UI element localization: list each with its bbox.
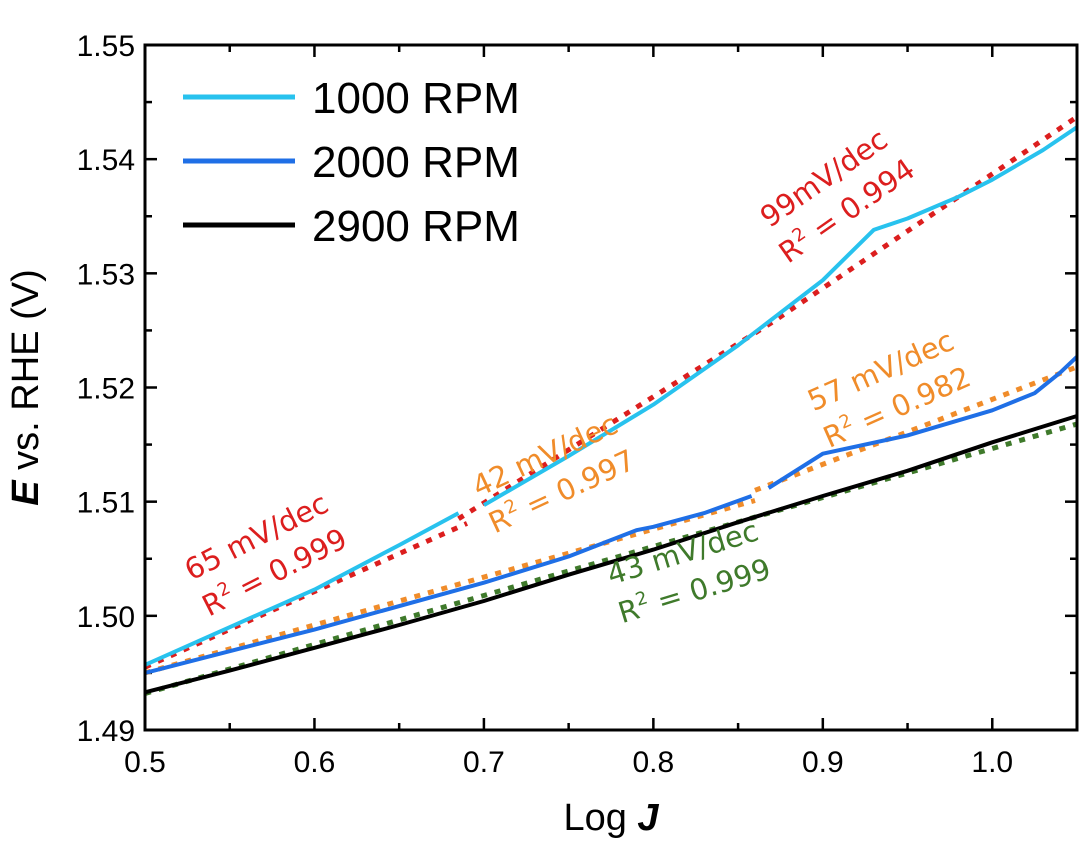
series-1000-rpm-line — [482, 125, 1079, 507]
legend-label: 2000 RPM — [312, 138, 520, 187]
legend-label: 1000 RPM — [312, 74, 520, 123]
legend-label: 2900 RPM — [312, 202, 520, 251]
fit-57-line — [754, 364, 1078, 493]
y-axis-title: E vs. RHE (V) — [5, 269, 47, 505]
fit-65-line — [143, 521, 469, 670]
x-tick-label: 0.7 — [463, 746, 505, 779]
y-tick-label: 1.53 — [77, 258, 135, 291]
x-tick-label: 0.6 — [294, 746, 336, 779]
legend: 1000 RPM 2000 RPM 2900 RPM — [183, 74, 520, 251]
data-series — [144, 125, 1079, 695]
plot-frame — [143, 43, 1079, 732]
y-tick-label: 1.52 — [77, 373, 135, 406]
series-2900-rpm-line — [144, 414, 1078, 695]
y-axis-title-italic: E — [5, 479, 47, 506]
x-tick-label: 1.0 — [971, 746, 1013, 779]
y-tick-label: 1.55 — [77, 30, 135, 63]
y-axis-title-rest: vs. RHE (V) — [5, 269, 47, 480]
fit-lines — [143, 114, 1079, 696]
x-tick-labels: 0.5 0.6 0.7 0.8 0.9 1.0 — [124, 746, 1013, 779]
x-tick-label: 0.5 — [124, 746, 166, 779]
fit-99-line — [457, 114, 1079, 521]
x-tick-label: 0.9 — [802, 746, 844, 779]
x-tick-label: 0.8 — [633, 746, 675, 779]
series-1000-rpm-line — [144, 511, 460, 667]
series-2000-rpm-line — [767, 355, 1079, 490]
y-tick-label: 1.50 — [77, 601, 135, 634]
y-tick-label: 1.54 — [77, 144, 135, 177]
y-tick-label: 1.49 — [77, 715, 135, 748]
y-tick-labels: 1.49 1.50 1.51 1.52 1.53 1.54 1.55 — [77, 30, 135, 748]
y-tick-label: 1.51 — [77, 487, 135, 520]
x-axis-title: Log J — [563, 797, 659, 839]
x-axis-title-italic: J — [637, 797, 659, 839]
series-2000-rpm-line — [144, 494, 753, 675]
x-axis-title-prefix: Log — [563, 797, 637, 839]
